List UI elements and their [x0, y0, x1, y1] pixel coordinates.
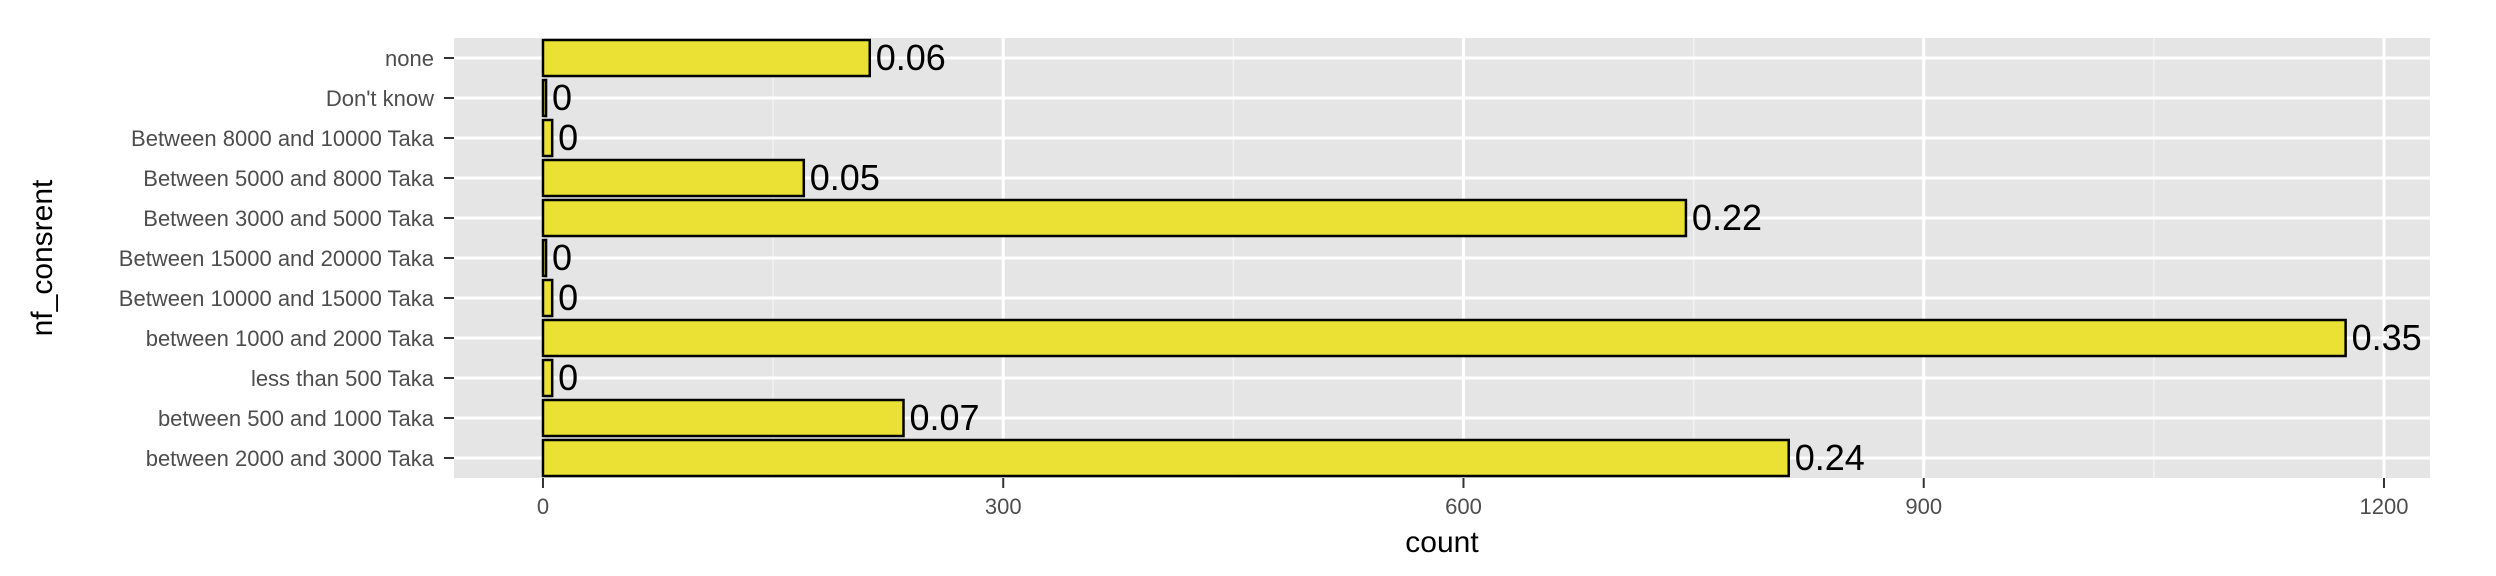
data-label: 0.22 — [1692, 197, 1762, 238]
data-label: 0 — [558, 357, 578, 398]
x-axis-title: count — [1405, 526, 1479, 559]
bar — [541, 38, 872, 78]
data-label: 0.05 — [810, 157, 880, 198]
bar — [541, 118, 554, 158]
data-label: 0 — [552, 237, 572, 278]
data-label: 0 — [558, 277, 578, 318]
y-tick-label: less than 500 Taka — [251, 366, 435, 391]
y-tick-label: none — [385, 46, 434, 71]
data-label: 0.24 — [1795, 437, 1865, 478]
data-label: 0 — [558, 117, 578, 158]
y-tick-labels: none Don't know Between 8000 and 10000 Tak… — [119, 46, 454, 471]
bar — [541, 238, 548, 278]
data-label: 0.06 — [876, 37, 946, 78]
y-tick-label: Between 5000 and 8000 Taka — [143, 166, 434, 191]
x-tick-label: 600 — [1445, 494, 1482, 519]
y-tick-label: Don't know — [326, 86, 434, 111]
y-tick-label: between 500 and 1000 Taka — [158, 406, 435, 431]
x-tick-label: 900 — [1905, 494, 1942, 519]
y-tick-label: Between 15000 and 20000 Taka — [119, 246, 435, 271]
x-tick-label: 300 — [985, 494, 1022, 519]
y-tick-label: Between 10000 and 15000 Taka — [119, 286, 435, 311]
bar — [541, 278, 554, 318]
x-tick-labels: 0 300 600 900 1200 — [537, 478, 2408, 519]
bar — [541, 438, 1790, 478]
y-tick-label: Between 8000 and 10000 Taka — [131, 126, 435, 151]
bar — [541, 318, 2347, 358]
bar — [541, 398, 905, 438]
data-label: 0.35 — [2352, 317, 2422, 358]
y-tick-label: between 2000 and 3000 Taka — [146, 446, 435, 471]
x-tick-label: 0 — [537, 494, 549, 519]
bar — [541, 78, 548, 118]
data-label: 0 — [552, 77, 572, 118]
y-axis-title: nf_consrent — [26, 179, 59, 336]
bar — [541, 158, 806, 198]
bar — [541, 358, 554, 398]
y-tick-label: Between 3000 and 5000 Taka — [143, 206, 434, 231]
bar — [541, 198, 1688, 238]
data-label: 0.07 — [910, 397, 980, 438]
x-tick-label: 1200 — [2359, 494, 2408, 519]
y-tick-label: between 1000 and 2000 Taka — [146, 326, 435, 351]
